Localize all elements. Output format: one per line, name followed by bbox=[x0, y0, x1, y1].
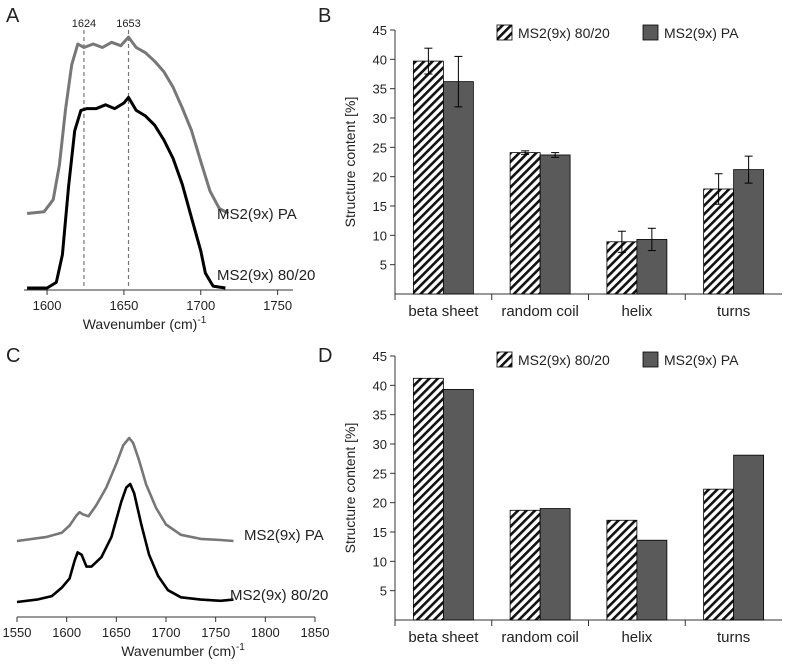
panel-c-x-axis-label: Wavenumber (cm)-1 bbox=[121, 642, 245, 659]
panel-a-x-tick-label: 1650 bbox=[109, 298, 138, 313]
panel-c-series-label-blend: MS2(9x) 80/20 bbox=[230, 587, 328, 604]
panel-a-series-blend-line bbox=[27, 95, 226, 290]
panel-d-y-tick-label: 35 bbox=[373, 408, 387, 423]
panel-c-x-tick-label: 1800 bbox=[251, 625, 280, 640]
panel-c-spectra: 1550 1600 1650 1700 1750 1800 1850 Wavenumber (… bbox=[3, 436, 330, 659]
panel-b-category-label: random coil bbox=[501, 303, 579, 320]
panel-b-y-axis-label: Structure content [%] bbox=[342, 97, 358, 228]
panel-c-series-blend-line bbox=[16, 482, 234, 604]
panel-c-x-tick-label: 1750 bbox=[201, 625, 230, 640]
panel-label-d: D bbox=[318, 345, 332, 367]
panel-d-bar-pa-random-coil bbox=[539, 508, 571, 621]
panel-c-x-axis-label-superscript: -1 bbox=[236, 642, 245, 653]
panel-label-c: C bbox=[6, 345, 20, 367]
panel-a-x-tick-label: 1600 bbox=[33, 298, 62, 313]
panel-d-category-label: beta sheet bbox=[408, 629, 479, 646]
panel-c-x-tick-label: 1650 bbox=[102, 625, 131, 640]
panel-d-legend-swatch-pa bbox=[642, 351, 659, 368]
panel-d-y-tick-label: 10 bbox=[373, 554, 387, 569]
panel-d-y-tick-label: 15 bbox=[373, 525, 387, 540]
panel-d-y-tick-label: 40 bbox=[373, 378, 387, 393]
panel-b-y-tick-label: 45 bbox=[373, 23, 387, 38]
panel-d-legend-label-blend: MS2(9x) 80/20 bbox=[518, 352, 610, 368]
panel-d-bar-blend-turns bbox=[703, 488, 735, 621]
panel-b-bar-pa-turns bbox=[733, 169, 765, 295]
panel-b-legend-label-blend: MS2(9x) 80/20 bbox=[518, 25, 610, 41]
panel-b-y-tick-label: 20 bbox=[373, 170, 387, 185]
panel-d-bar-blend-random-coil bbox=[509, 509, 541, 621]
panel-b-y-tick-label: 35 bbox=[373, 82, 387, 97]
panel-d-y-tick-label: 25 bbox=[373, 466, 387, 481]
panel-a-spectra: 1600 1650 1700 1750 Wavenumber (cm)-1 1624 165… bbox=[24, 18, 315, 332]
panel-c-x-tick-label: 1600 bbox=[52, 625, 81, 640]
panel-b-bar-pa-beta-sheet bbox=[442, 81, 474, 295]
panel-b-bar-blend-random-coil bbox=[509, 152, 541, 295]
panel-d-bar-pa-helix bbox=[636, 539, 668, 621]
panel-b-y-tick-label: 5 bbox=[380, 258, 387, 273]
panel-label-a: A bbox=[6, 5, 20, 27]
panel-d-category-label: turns bbox=[717, 629, 750, 646]
panel-d-y-tick-label: 30 bbox=[373, 437, 387, 452]
panel-d-legend-swatch-blend bbox=[496, 351, 513, 368]
panel-d-y-tick-label: 45 bbox=[373, 349, 387, 364]
panel-b-legend-label-pa: MS2(9x) PA bbox=[664, 25, 739, 41]
panel-a-x-axis-label: Wavenumber (cm)-1 bbox=[83, 315, 207, 332]
panel-d-y-tick-label: 5 bbox=[380, 584, 387, 599]
panel-label-b: B bbox=[318, 5, 331, 27]
panel-d-bar-blend-helix bbox=[606, 519, 638, 621]
panel-d-category-label: random coil bbox=[501, 629, 579, 646]
panel-a-peak-label-1653: 1653 bbox=[116, 18, 140, 30]
panel-b-category-label: helix bbox=[621, 303, 652, 320]
panel-c-x-tick-label: 1700 bbox=[152, 625, 181, 640]
panel-b-bar-blend-beta-sheet bbox=[412, 60, 444, 295]
panel-b-legend-swatch-pa bbox=[642, 24, 659, 41]
panel-b-legend-swatch-blend bbox=[496, 24, 513, 41]
panel-a-x-tick-label: 1700 bbox=[186, 298, 215, 313]
panel-b-y-tick-label: 15 bbox=[373, 199, 387, 214]
panel-b-bar-chart: 5 10 15 20 25 30 35 40 45 Structure content [%] be… bbox=[342, 23, 782, 320]
panel-d-bar-blend-beta-sheet bbox=[412, 377, 444, 621]
panel-b-bar-pa-random-coil bbox=[539, 154, 571, 295]
panel-a-peak-label-1624: 1624 bbox=[72, 18, 96, 30]
panel-a-x-tick-label: 1750 bbox=[263, 298, 292, 313]
panel-d-bar-pa-beta-sheet bbox=[442, 389, 474, 621]
panel-b-category-label: beta sheet bbox=[408, 303, 479, 320]
panel-b-y-tick-label: 10 bbox=[373, 228, 387, 243]
panel-c-series-label-pa: MS2(9x) PA bbox=[244, 527, 324, 544]
panel-c-series-pa-line bbox=[16, 436, 234, 543]
panel-d-bar-pa-turns bbox=[733, 454, 765, 621]
panel-d-y-axis-label: Structure content [%] bbox=[342, 423, 358, 554]
panel-c-x-tick-label: 1850 bbox=[301, 625, 330, 640]
panel-d-category-label: helix bbox=[621, 629, 652, 646]
panel-c-x-tick-label: 1550 bbox=[3, 625, 32, 640]
panel-b-y-tick-label: 25 bbox=[373, 140, 387, 155]
panel-d-bar-chart: 5 10 15 20 25 30 35 40 45 Structure content [%] be… bbox=[342, 349, 782, 646]
panel-a-series-label-pa: MS2(9x) PA bbox=[217, 206, 297, 223]
panel-b-bar-blend-turns bbox=[703, 188, 735, 295]
panel-d-legend-label-pa: MS2(9x) PA bbox=[664, 352, 739, 368]
panel-a-x-axis-label-superscript: -1 bbox=[197, 315, 206, 326]
panel-b-category-label: turns bbox=[717, 303, 750, 320]
panel-d-y-tick-label: 20 bbox=[373, 496, 387, 511]
panel-a-series-pa-line bbox=[26, 35, 230, 215]
panel-b-y-tick-label: 30 bbox=[373, 111, 387, 126]
panel-b-y-tick-label: 40 bbox=[373, 52, 387, 67]
panel-a-series-label-blend: MS2(9x) 80/20 bbox=[217, 267, 315, 284]
